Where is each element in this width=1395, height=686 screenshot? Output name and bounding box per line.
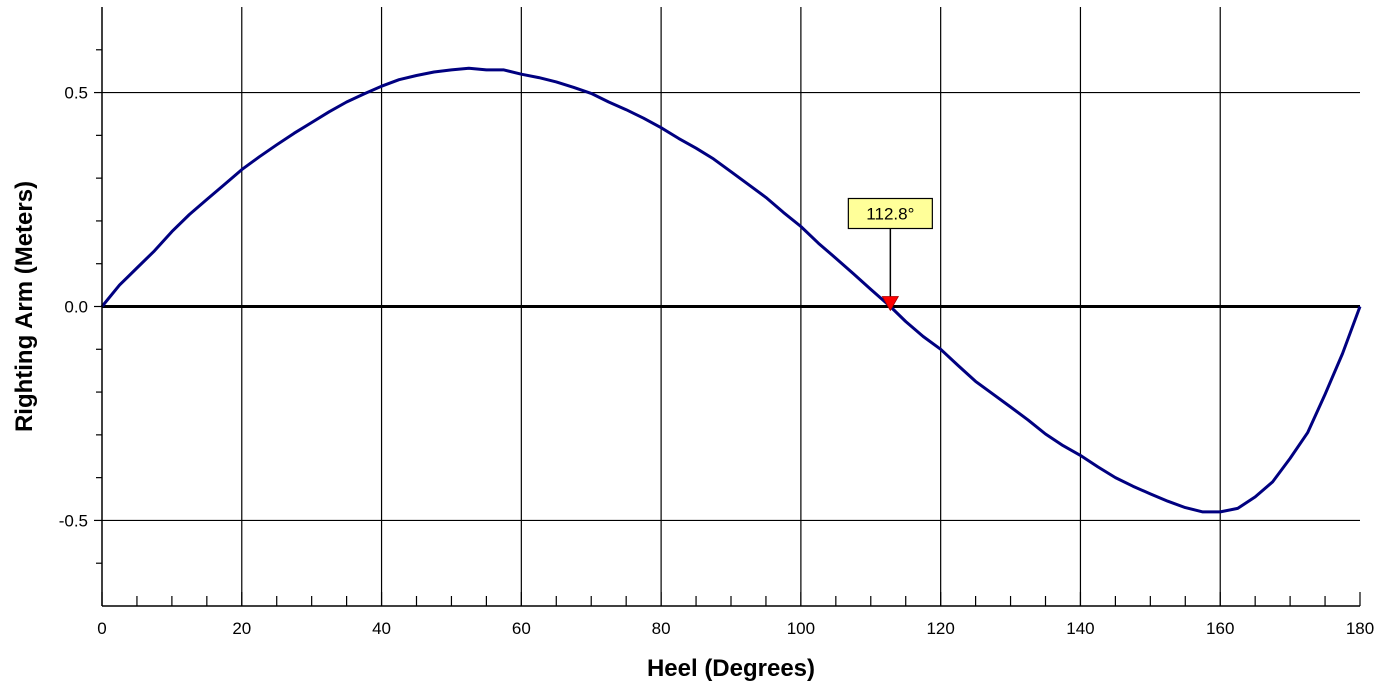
x-tick-label: 100 xyxy=(787,619,815,638)
x-tick-label: 160 xyxy=(1206,619,1234,638)
x-tick-label: 120 xyxy=(926,619,954,638)
axes xyxy=(94,7,1361,607)
x-tick-label: 40 xyxy=(372,619,391,638)
annotation-marker xyxy=(881,296,900,312)
annotation-box xyxy=(847,197,933,230)
x-tick-label: 60 xyxy=(512,619,531,638)
x-axis-title: Heel (Degrees) xyxy=(647,655,815,682)
x-tick-label: 180 xyxy=(1346,619,1374,638)
series-line xyxy=(100,66,1362,514)
y-tick-label: 0.5 xyxy=(64,84,88,103)
x-tick-label: 140 xyxy=(1066,619,1094,638)
annotation-label: 112.8° xyxy=(866,205,914,224)
series-group xyxy=(100,66,1362,514)
y-tick-label: 0.0 xyxy=(64,298,88,317)
x-tick-label: 0 xyxy=(97,619,106,638)
x-tick-label: 80 xyxy=(652,619,671,638)
annotation-group: 112.8° xyxy=(847,197,933,312)
y-axis-title: Righting Arm (Meters) xyxy=(11,181,38,432)
x-tick-label: 20 xyxy=(232,619,251,638)
y-tick-label: -0.5 xyxy=(59,511,88,530)
tick-labels: 0 20 40 60 80 100 120 140 160 180 0.5 0.0 -0.5 xyxy=(59,84,1374,638)
